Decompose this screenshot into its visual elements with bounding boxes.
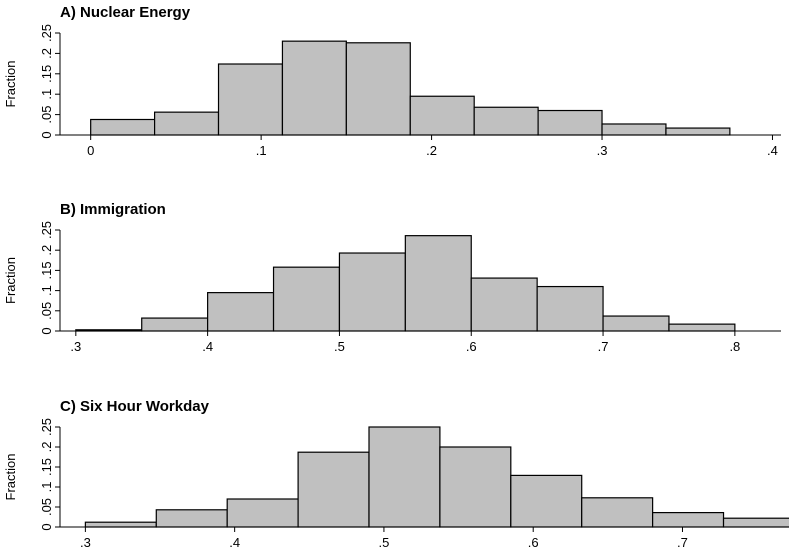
histogram-bar [510, 474, 583, 528]
y-tick-label: .1 [39, 482, 54, 493]
y-tick-label: 0 [39, 523, 54, 530]
histogram-bar [281, 40, 347, 136]
histogram-bar [602, 315, 670, 332]
histogram-bar [272, 266, 341, 332]
y-tick-label: .25 [39, 418, 54, 436]
y-tick-label: .2 [39, 48, 54, 59]
histogram-bar [226, 498, 299, 528]
y-tick-label: 0 [39, 131, 54, 138]
x-tick-label: .3 [80, 535, 91, 550]
panel-title: B) Immigration [60, 201, 166, 218]
histogram-bar [338, 252, 406, 332]
panel-immigration: B) Immigration 0 .05 .1 .15 .2 .25 Fraction .3.… [3, 201, 781, 354]
y-tick-label: .05 [39, 498, 54, 516]
histogram-bar [439, 446, 512, 528]
x-tick-label: .4 [767, 143, 778, 158]
y-tick-label: .1 [39, 285, 54, 296]
x-tick-label: .7 [598, 339, 609, 354]
y-tick-label: .2 [39, 245, 54, 256]
histogram-bar [668, 323, 736, 332]
y-tick-label: .15 [39, 458, 54, 476]
panel-title: A) Nuclear Energy [60, 4, 191, 21]
histogram-bar [652, 511, 725, 528]
histogram-bar [153, 111, 220, 136]
histogram-bar [473, 106, 539, 136]
x-tick-label: .3 [70, 339, 81, 354]
x-tick-label: .1 [256, 143, 267, 158]
y-tick-label: .2 [39, 442, 54, 453]
y-tick-label: .05 [39, 106, 54, 124]
y-axis-label: Fraction [3, 454, 18, 501]
histogram-bar [90, 118, 156, 136]
histogram-bar [665, 127, 731, 136]
y-tick-label: .05 [39, 302, 54, 320]
y-tick-label: .1 [39, 89, 54, 100]
y-tick-label: .15 [39, 261, 54, 279]
y-axis-label: Fraction [3, 61, 18, 108]
histogram-bar [409, 95, 475, 136]
y-axis-label: Fraction [3, 257, 18, 304]
histogram-bar [722, 517, 789, 528]
histogram-bar [155, 509, 228, 528]
x-tick-label: .5 [334, 339, 345, 354]
histogram-bar [207, 292, 275, 332]
x-tick-label: 0 [87, 143, 94, 158]
y-tick-label: .25 [39, 221, 54, 239]
histogram-bar [537, 109, 603, 136]
histogram-bar [470, 277, 538, 332]
x-tick-label: .2 [426, 143, 437, 158]
x-tick-label: .3 [597, 143, 608, 158]
x-tick-label: .7 [677, 535, 688, 550]
histogram-bar [84, 521, 157, 528]
x-tick-label: .6 [528, 535, 539, 550]
x-tick-label: .6 [466, 339, 477, 354]
panel-six-hour-workday: C) Six Hour Workday 0 .05 .1 .15 .2 .25 Fracti… [3, 398, 789, 550]
histogram-bar [217, 63, 284, 136]
panel-nuclear-energy: A) Nuclear Energy 0 .05 .1 .15 .2 .25 Fraction… [3, 4, 781, 158]
y-tick-label: 0 [39, 327, 54, 334]
y-tick-label: .15 [39, 65, 54, 83]
histogram-bar [345, 42, 411, 136]
x-tick-label: .4 [202, 339, 213, 354]
panel-title: C) Six Hour Workday [60, 398, 210, 415]
histogram-bar [297, 451, 370, 528]
histogram-bar [368, 426, 441, 528]
x-tick-label: .5 [379, 535, 390, 550]
y-tick-label: .25 [39, 24, 54, 42]
histogram-bar [404, 235, 472, 332]
histogram-bar [141, 317, 209, 332]
histogram-bar [601, 123, 667, 136]
x-tick-label: .4 [229, 535, 240, 550]
x-tick-label: .8 [729, 339, 740, 354]
histogram-bar [536, 285, 604, 332]
histogram-bar [581, 497, 654, 528]
